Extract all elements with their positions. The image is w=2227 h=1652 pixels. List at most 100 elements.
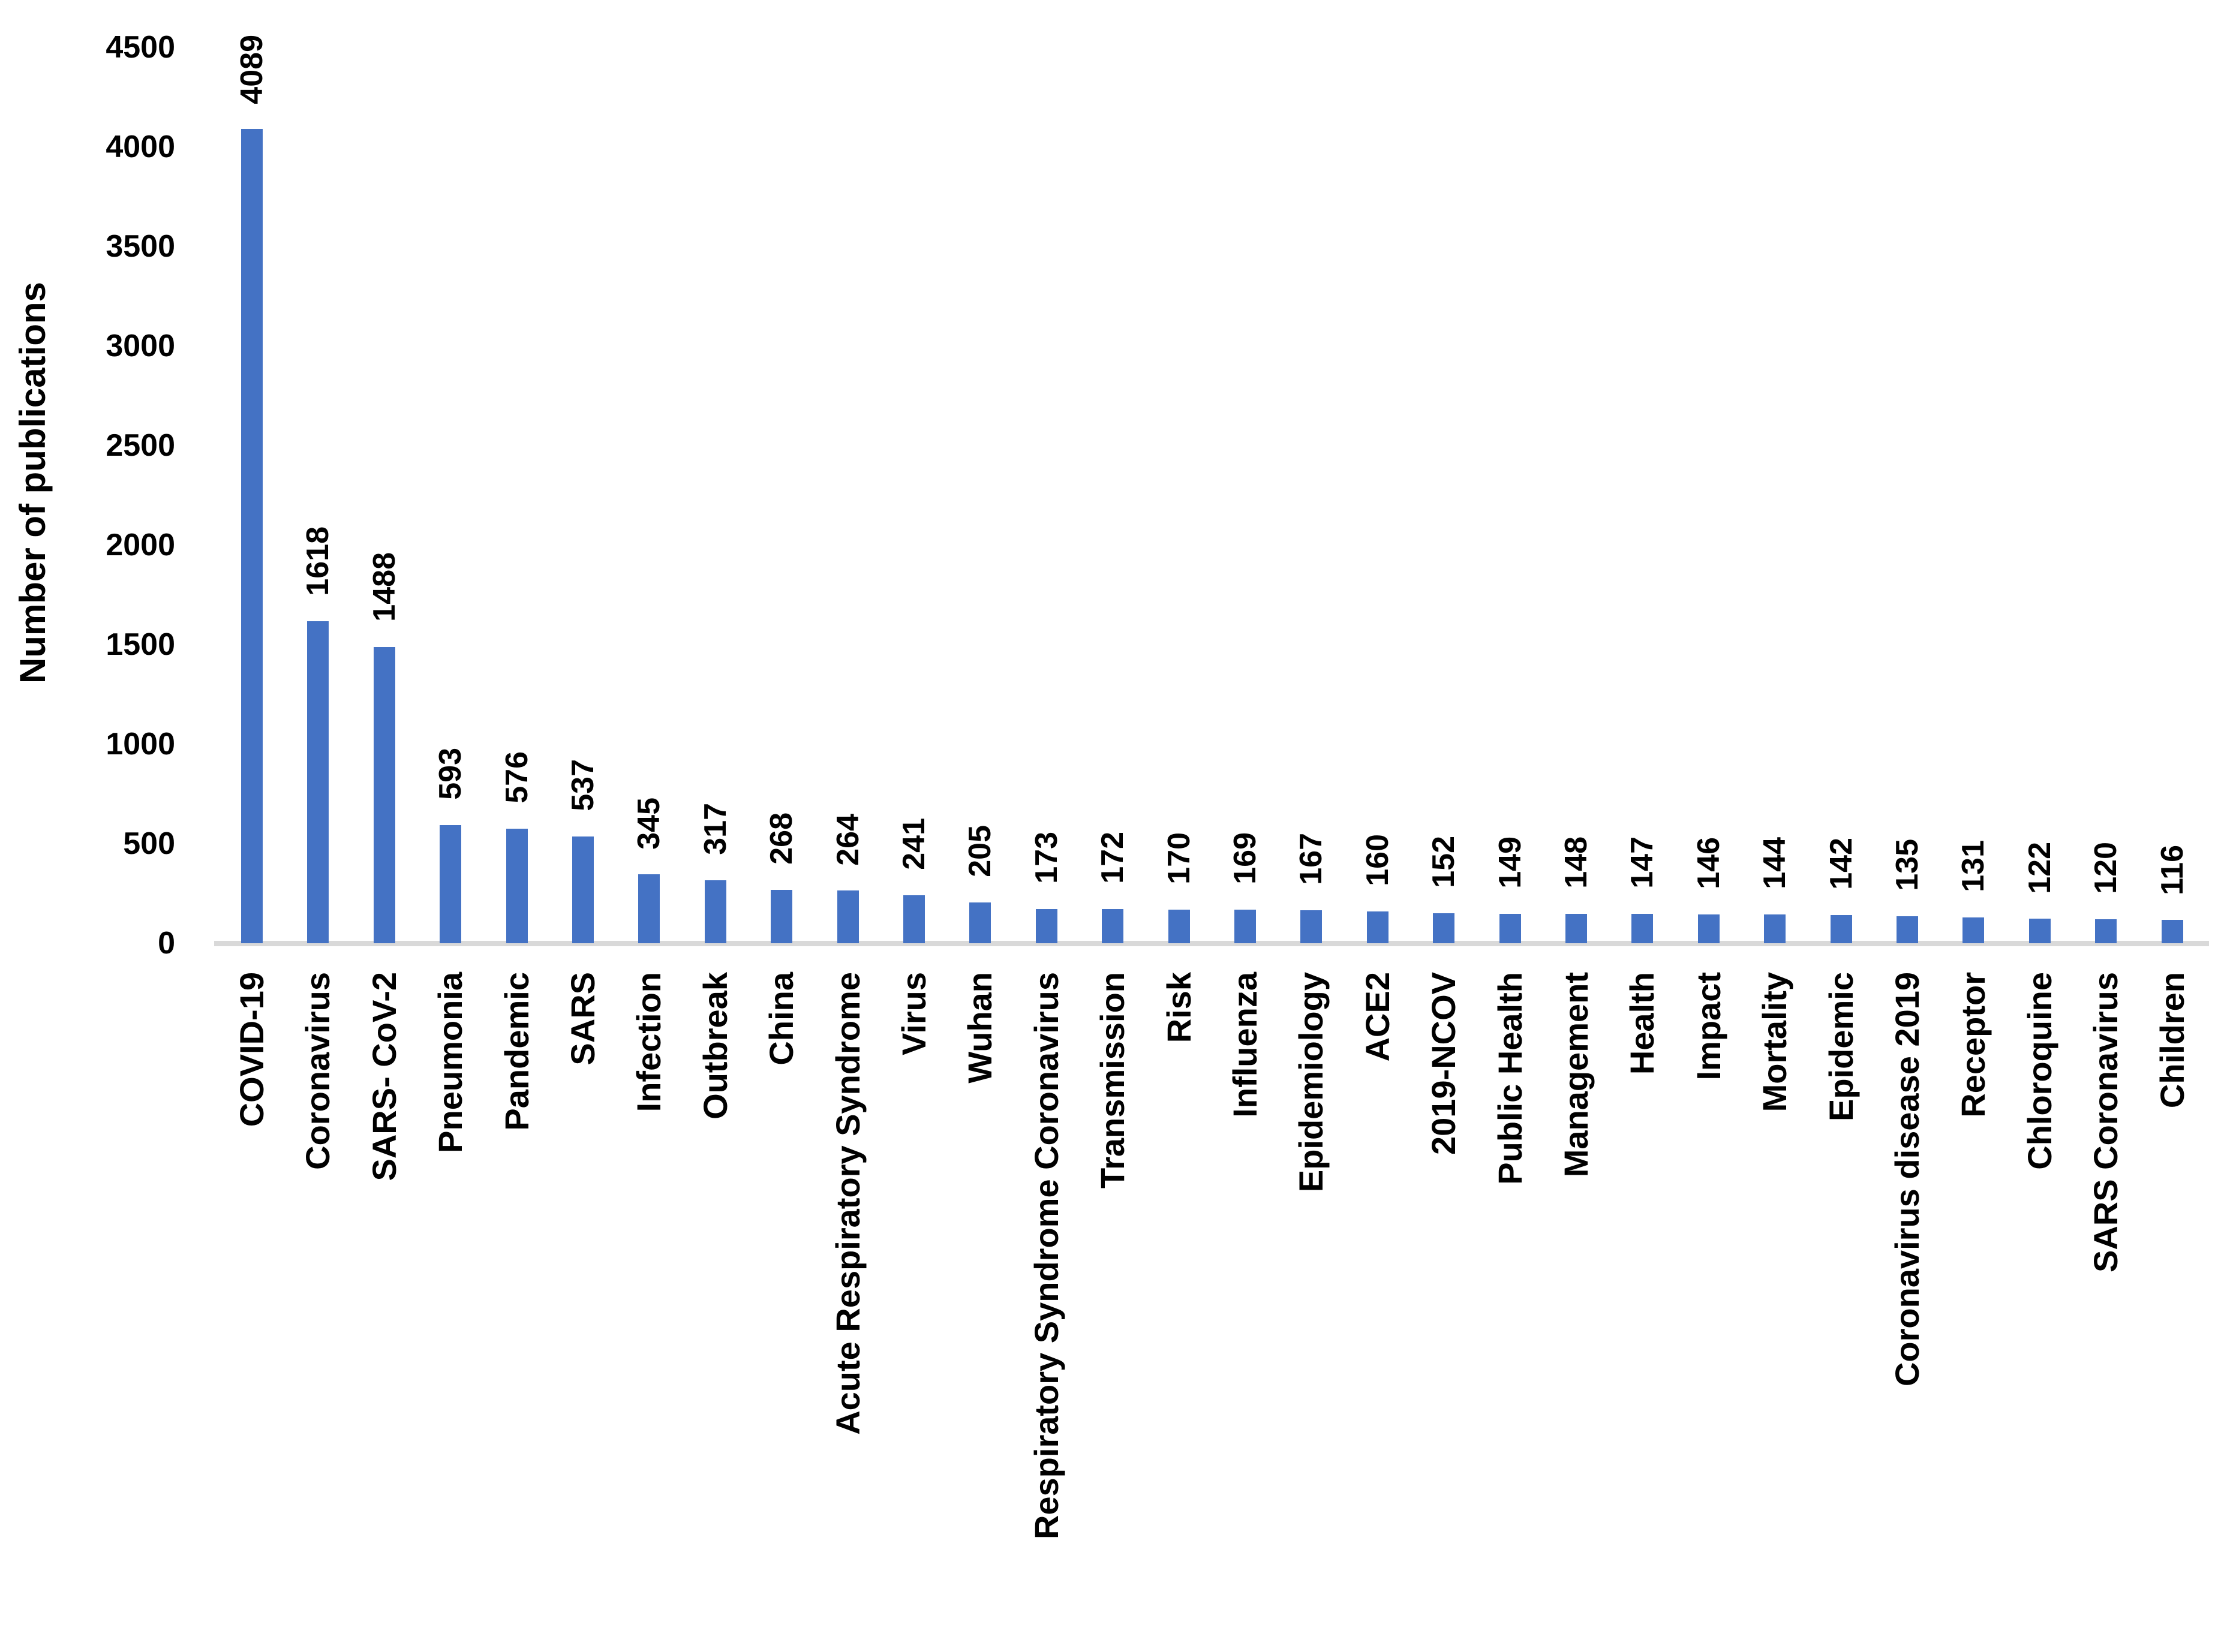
y-axis-tick-label: 4000 — [106, 130, 175, 164]
bar-value-label: 148 — [1559, 836, 1594, 889]
category-label: Coronavirus disease 2019 — [1888, 972, 1926, 1387]
category-label: Health — [1623, 972, 1661, 1075]
category-label: Receptor — [1954, 972, 1992, 1118]
bar-value-label: 169 — [1228, 832, 1263, 884]
bar-value-label: 173 — [1029, 831, 1064, 884]
bar-value-label: 593 — [433, 748, 468, 801]
bar — [1830, 914, 1852, 943]
bar-value-label: 1618 — [300, 526, 336, 596]
bar-value-label: 152 — [1426, 835, 1462, 888]
bar-value-label: 146 — [1691, 836, 1726, 889]
bar-value-label: 4089 — [235, 34, 269, 104]
bar-value-label: 317 — [698, 803, 733, 855]
category-label: SARS — [564, 972, 602, 1066]
category-label: China — [762, 972, 801, 1066]
bar-value-label: 149 — [1492, 836, 1528, 889]
bar-value-label: 142 — [1823, 838, 1859, 890]
category-label: Public Health — [1490, 972, 1529, 1185]
bar — [1035, 908, 1057, 943]
bar — [1168, 909, 1190, 943]
y-axis-tick-label: 500 — [123, 826, 175, 861]
bar — [1631, 914, 1654, 943]
bar-value-label: 241 — [897, 818, 931, 870]
category-label: Children — [2153, 972, 2191, 1109]
bar — [1962, 917, 1985, 943]
bar-value-label: 345 — [632, 797, 667, 850]
bar — [1234, 909, 1256, 943]
bar — [2161, 920, 2183, 943]
y-axis-tick-label: 2500 — [106, 428, 175, 463]
bar-value-label: 1488 — [366, 552, 402, 622]
bar — [2095, 919, 2117, 943]
bar — [903, 895, 925, 943]
category-label: SARS Coronavirus — [2087, 972, 2125, 1272]
category-label: Epidemic — [1822, 972, 1860, 1121]
category-label: 2019-NCOV — [1424, 972, 1463, 1156]
y-axis-tick-label: 3000 — [106, 329, 175, 363]
bar-value-label: 167 — [1294, 832, 1329, 885]
bar-value-label: 135 — [1890, 839, 1925, 892]
bar-value-label: 537 — [566, 759, 600, 811]
bar — [373, 646, 395, 943]
bar-value-label: 120 — [2088, 842, 2124, 895]
category-label: Virus — [895, 972, 933, 1056]
bar — [1764, 914, 1786, 943]
y-axis-tick-label: 4500 — [106, 30, 175, 65]
category-label: Outbreak — [696, 972, 734, 1120]
category-label: Pandemic — [497, 972, 536, 1131]
category-label: SARS- CoV-2 — [365, 972, 403, 1181]
bar — [572, 836, 594, 943]
category-label: Coronavirus — [299, 972, 337, 1170]
bar — [1697, 914, 1720, 943]
category-label: Epidemiology — [1292, 972, 1330, 1193]
bar — [506, 828, 528, 943]
y-axis-tick-label: 3500 — [106, 229, 175, 264]
y-axis-tick-label: 2000 — [106, 528, 175, 562]
bar — [704, 880, 726, 943]
category-label: Management — [1557, 972, 1595, 1178]
bar — [440, 825, 462, 943]
category-label: Risk — [1159, 972, 1198, 1043]
category-label: ACE2 — [1358, 972, 1396, 1062]
y-axis-tick-label: 0 — [158, 926, 175, 961]
bar-value-label: 147 — [1625, 836, 1660, 889]
category-label: Wuhan — [961, 972, 999, 1084]
x-axis-line — [214, 941, 2209, 946]
bar-value-label: 144 — [1757, 837, 1793, 890]
bar-value-label: 205 — [963, 825, 998, 877]
bar-value-label: 268 — [764, 813, 800, 865]
bar — [1565, 913, 1587, 943]
bar — [2028, 919, 2051, 943]
category-label: Respiratory Syndrome Coronavirus — [1027, 972, 1065, 1540]
bar-value-label: 264 — [830, 813, 865, 866]
bar-value-label: 172 — [1095, 832, 1131, 884]
category-label: Impact — [1689, 972, 1727, 1081]
bar — [638, 874, 660, 943]
category-label: Transmission — [1093, 972, 1132, 1189]
category-label: Acute Respiratory Syndrome — [828, 972, 867, 1435]
bar — [1300, 910, 1323, 943]
bar — [1897, 916, 1918, 943]
bar — [1499, 913, 1521, 943]
bar-value-label: 131 — [1956, 839, 1991, 892]
bar — [1366, 911, 1389, 943]
category-label: COVID-19 — [233, 972, 271, 1127]
bar-value-label: 122 — [2022, 841, 2057, 894]
category-label: Chloroquine — [2020, 972, 2058, 1170]
bar — [837, 890, 859, 943]
bar-value-label: 576 — [499, 751, 534, 804]
bar — [969, 902, 991, 943]
bar — [1433, 913, 1455, 943]
y-axis-tick-label: 1000 — [106, 727, 175, 762]
category-label: Pneumonia — [431, 972, 470, 1153]
bar-value-label: 170 — [1161, 832, 1197, 884]
bar — [771, 890, 793, 943]
bar-value-label: 160 — [1360, 834, 1395, 886]
bar — [307, 621, 329, 943]
bar — [1102, 908, 1124, 943]
category-label: Influenza — [1226, 972, 1264, 1118]
category-label: Mortality — [1756, 972, 1794, 1112]
category-label: Infection — [630, 972, 668, 1112]
bar — [241, 129, 263, 943]
